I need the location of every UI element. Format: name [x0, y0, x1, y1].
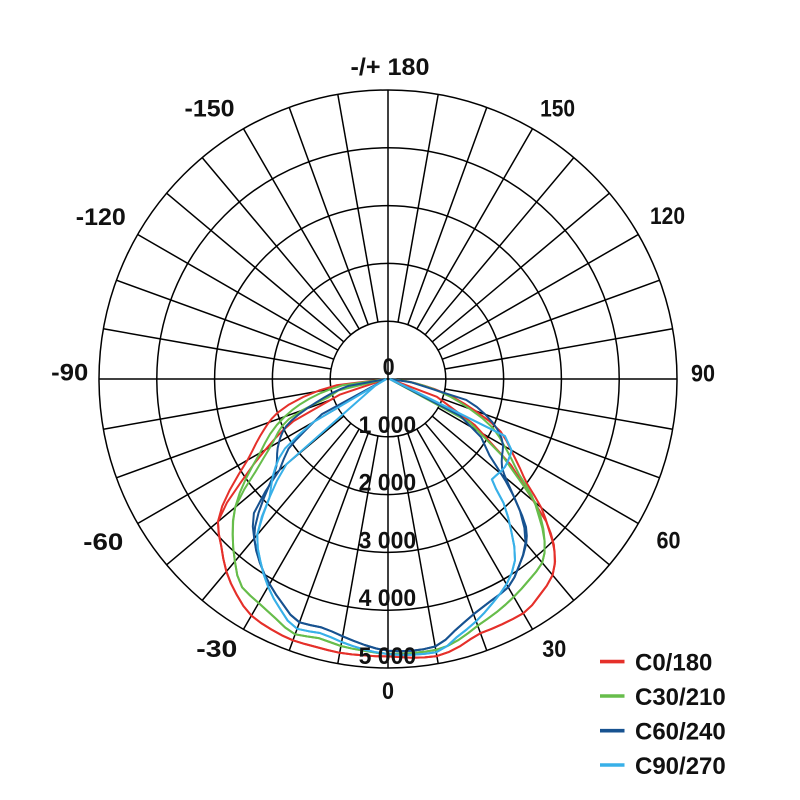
svg-text:C90/270: C90/270 [635, 753, 726, 780]
svg-text:0: 0 [382, 678, 394, 705]
svg-text:120: 120 [650, 203, 685, 230]
svg-text:90: 90 [691, 360, 715, 387]
svg-text:5 000: 5 000 [359, 643, 417, 670]
svg-text:-/+ 180: -/+ 180 [351, 54, 430, 81]
svg-text:3 000: 3 000 [359, 527, 417, 554]
svg-text:0: 0 [383, 354, 395, 381]
svg-text:-120: -120 [76, 204, 126, 231]
svg-text:-60: -60 [83, 529, 123, 556]
svg-text:C0/180: C0/180 [635, 649, 712, 676]
svg-text:-150: -150 [185, 96, 235, 123]
svg-text:C30/210: C30/210 [635, 684, 726, 711]
svg-text:-90: -90 [51, 359, 88, 386]
svg-text:30: 30 [542, 636, 566, 663]
svg-text:C60/240: C60/240 [635, 719, 726, 746]
svg-text:4 000: 4 000 [359, 585, 417, 612]
svg-text:2 000: 2 000 [359, 470, 417, 497]
svg-text:-30: -30 [196, 636, 237, 663]
svg-text:150: 150 [540, 96, 575, 123]
svg-text:60: 60 [657, 528, 681, 555]
svg-text:1 000: 1 000 [359, 412, 417, 439]
